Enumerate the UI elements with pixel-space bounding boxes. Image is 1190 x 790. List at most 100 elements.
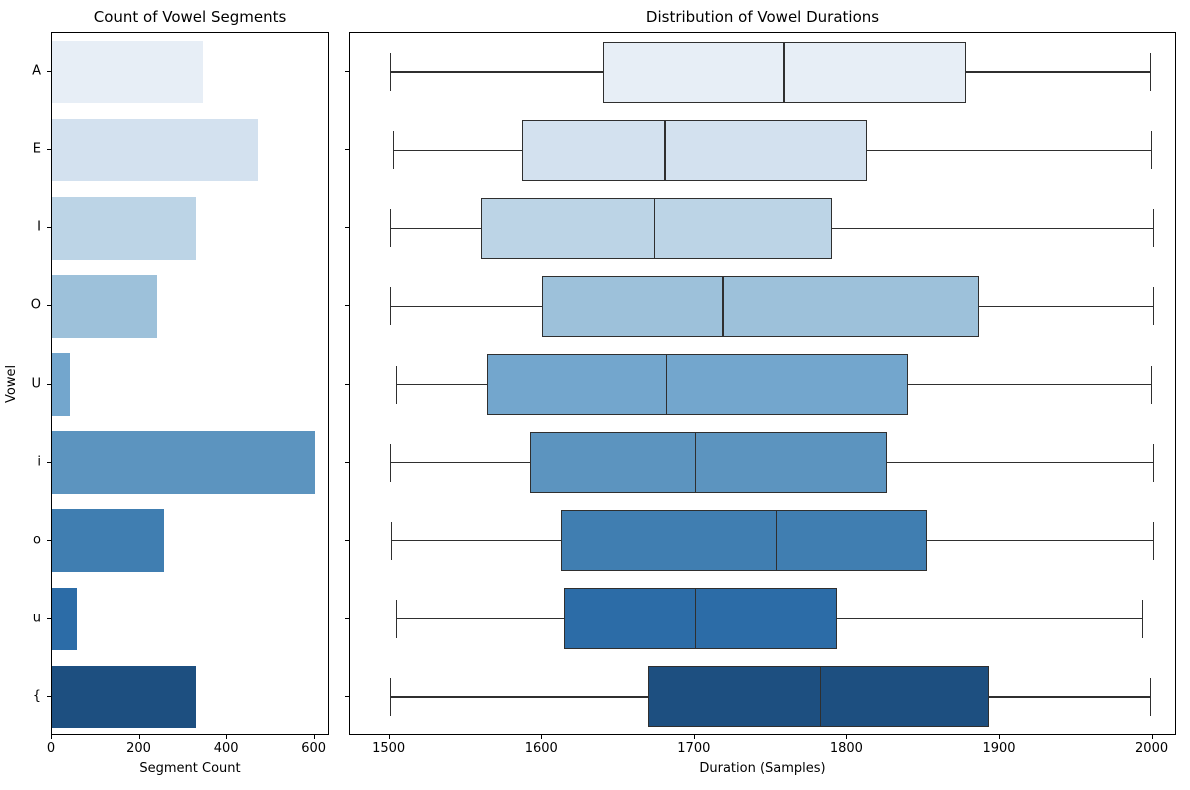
y-tick-mark — [47, 71, 51, 73]
whisker-low-cap-U — [395, 365, 398, 404]
x-tick-label: 1700 — [677, 741, 711, 756]
median-line-O — [722, 275, 724, 337]
bar-{ — [52, 665, 197, 729]
x-tick-mark — [388, 735, 390, 739]
x-tick-label: 1500 — [372, 741, 406, 756]
y-tick-mark — [345, 305, 349, 307]
y-tick-mark — [345, 461, 349, 463]
y-tick-label: A — [32, 63, 41, 79]
x-tick-mark — [51, 735, 52, 739]
x-tick-label: 1900 — [982, 741, 1016, 756]
y-tick-mark — [47, 149, 51, 151]
y-tick-label: E — [32, 141, 41, 157]
bar-chart-plot-area — [51, 32, 329, 735]
whisker-low-cap-I — [389, 209, 391, 248]
box-{ — [647, 666, 990, 728]
box-chart-title: Distribution of Vowel Durations — [645, 8, 880, 26]
x-tick-label: 1800 — [829, 741, 863, 756]
median-line-u — [694, 588, 697, 650]
x-tick-mark — [541, 735, 543, 739]
median-line-{ — [819, 666, 822, 728]
whisker-low-cap-E — [392, 131, 395, 170]
x-tick-label: 200 — [126, 741, 151, 756]
median-line-i — [694, 432, 697, 494]
median-line-o — [775, 510, 778, 572]
y-tick-mark — [47, 539, 51, 541]
whisker-low-cap-A — [389, 53, 391, 92]
bar-I — [52, 197, 197, 260]
bar-A — [52, 40, 204, 104]
whisker-high-line-i — [887, 461, 1153, 464]
whisker-high-cap-O — [1152, 287, 1154, 326]
x-tick-mark — [138, 735, 140, 739]
whisker-high-cap-u — [1141, 599, 1144, 638]
x-tick-label: 0 — [46, 741, 56, 756]
whisker-low-line-O — [389, 305, 543, 308]
box-i — [530, 432, 888, 494]
box-E — [522, 119, 868, 181]
whisker-low-cap-i — [389, 443, 391, 482]
y-tick-mark — [345, 71, 349, 73]
y-tick-label: o — [33, 532, 41, 548]
x-tick-label: 600 — [301, 741, 327, 756]
y-tick-mark — [47, 461, 51, 463]
whisker-high-cap-{ — [1149, 677, 1151, 716]
whisker-low-line-A — [389, 71, 604, 73]
whisker-high-cap-U — [1151, 365, 1153, 404]
box-chart-xlabel: Duration (Samples) — [699, 761, 826, 776]
y-tick-mark — [345, 695, 349, 697]
y-tick-mark — [345, 227, 349, 229]
y-tick-label: I — [37, 219, 41, 235]
whisker-low-cap-u — [395, 599, 398, 638]
whisker-high-cap-I — [1152, 209, 1154, 248]
x-tick-mark — [999, 735, 1000, 739]
bar-U — [52, 353, 70, 416]
whisker-low-cap-o — [391, 521, 393, 560]
whisker-low-line-E — [392, 149, 523, 151]
median-line-I — [653, 197, 656, 259]
y-tick-mark — [345, 383, 349, 385]
y-tick-label: U — [31, 376, 41, 391]
whisker-high-cap-A — [1149, 53, 1151, 92]
box-A — [603, 41, 967, 103]
y-tick-mark — [345, 539, 349, 541]
x-tick-label: 2000 — [1135, 741, 1169, 756]
y-tick-mark — [47, 227, 51, 229]
x-tick-mark — [1151, 735, 1153, 739]
whisker-high-line-I — [832, 227, 1153, 229]
whisker-low-cap-O — [389, 287, 391, 326]
y-tick-label: { — [32, 688, 41, 704]
box-o — [560, 510, 927, 572]
box-chart-plot-area — [349, 32, 1176, 735]
whisker-low-line-o — [391, 540, 561, 542]
whisker-low-cap-{ — [389, 677, 391, 716]
x-tick-label: 1600 — [524, 741, 558, 756]
x-tick-mark — [846, 735, 848, 739]
whisker-high-line-O — [978, 305, 1153, 308]
x-tick-mark — [693, 735, 695, 739]
whisker-high-line-U — [908, 383, 1152, 386]
box-I — [481, 197, 833, 259]
y-tick-mark — [47, 383, 51, 385]
y-tick-mark — [345, 617, 349, 619]
whisker-low-line-I — [389, 227, 482, 229]
bar-o — [52, 509, 164, 572]
median-line-U — [665, 354, 668, 415]
bar-u — [52, 587, 77, 651]
y-tick-mark — [47, 305, 51, 307]
whisker-high-cap-i — [1152, 443, 1154, 482]
bar-E — [52, 118, 258, 182]
whisker-low-line-U — [395, 383, 488, 386]
bar-O — [52, 275, 158, 338]
whisker-high-cap-o — [1152, 521, 1154, 560]
whisker-high-cap-E — [1151, 131, 1153, 170]
bar-chart-xlabel: Segment Count — [139, 761, 241, 776]
bar-chart-title: Count of Vowel Segments — [93, 8, 287, 26]
box-O — [542, 275, 979, 337]
whisker-high-line-{ — [989, 696, 1150, 698]
box-u — [563, 588, 837, 650]
whisker-low-line-{ — [389, 696, 648, 698]
y-tick-mark — [47, 695, 51, 697]
whisker-low-line-i — [389, 461, 531, 464]
